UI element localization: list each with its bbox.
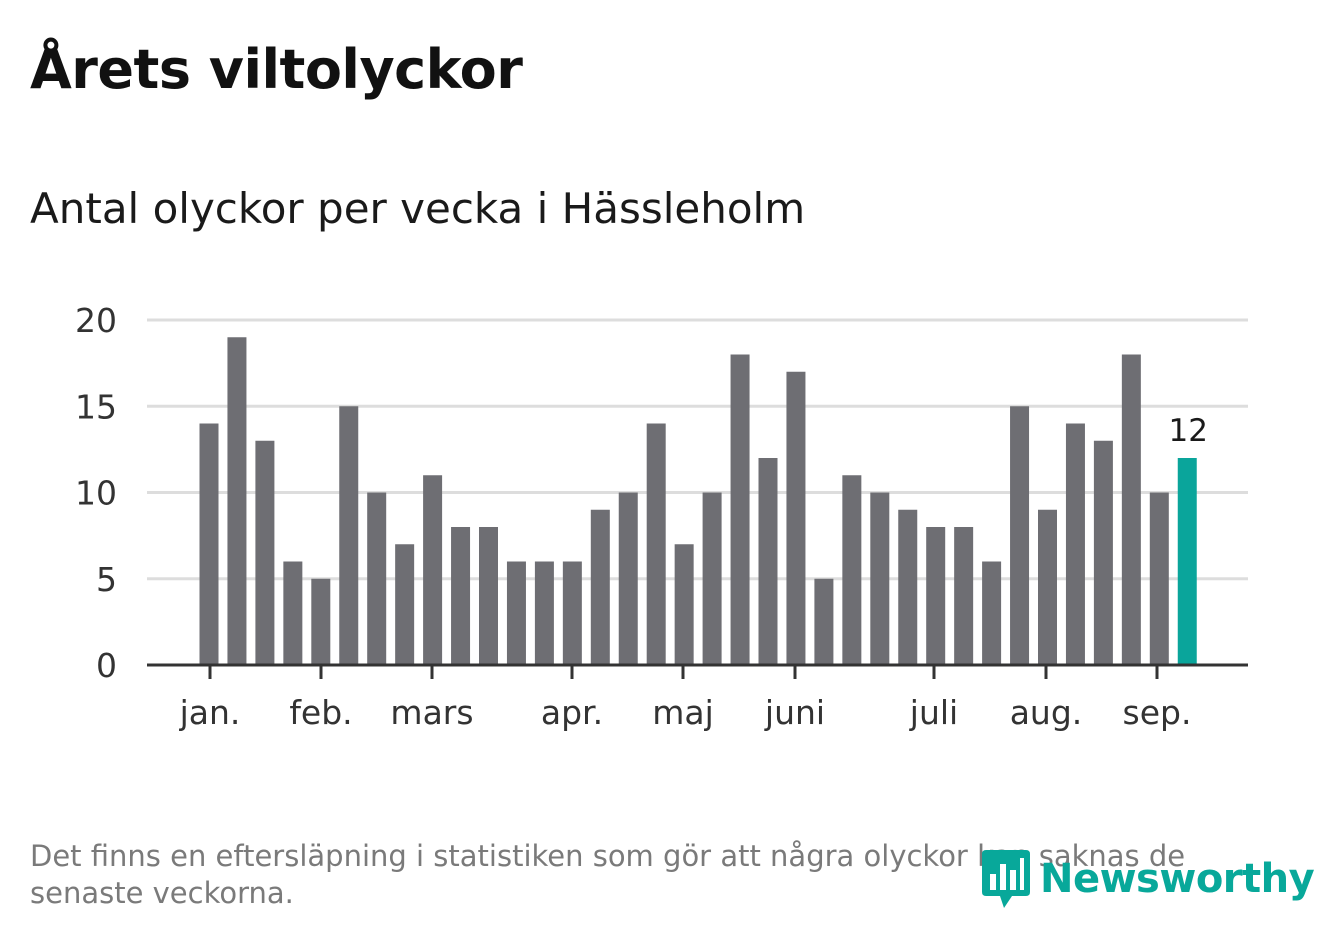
bar: [562, 561, 582, 665]
bar: [926, 527, 946, 665]
bar: [898, 509, 918, 665]
bar: [367, 492, 387, 665]
bar: [674, 544, 694, 665]
bar-chart: 0 5 10 15 20 12 jan. feb. mars apr. maj juni juli aug…: [75, 301, 1248, 732]
bar: [1093, 440, 1113, 665]
bar: [506, 561, 526, 665]
x-tick-label: juli: [909, 693, 958, 732]
bar: [1149, 492, 1169, 665]
x-tick-label: juni: [764, 693, 825, 732]
bar: [451, 527, 471, 665]
bar: [1038, 509, 1057, 665]
bar: [339, 406, 359, 665]
chart-subtitle: Antal olyckor per vecka i Hässleholm: [30, 184, 806, 233]
bar: [1010, 406, 1030, 665]
bar: [814, 578, 834, 665]
bar: [1121, 354, 1141, 665]
bar: [842, 475, 862, 665]
bar: [646, 423, 666, 665]
y-tick-label: 0: [96, 646, 117, 685]
brand-name: Newsworthy: [1040, 856, 1315, 902]
newsworthy-logo: Newsworthy: [980, 848, 1315, 910]
bar: [534, 561, 554, 665]
x-tick-label: apr.: [541, 693, 603, 732]
bar: [395, 544, 415, 665]
y-tick-label: 10: [75, 474, 117, 513]
bar: [954, 527, 974, 665]
bar: [786, 371, 806, 665]
bar: [618, 492, 638, 665]
x-tick-label: aug.: [1010, 693, 1083, 732]
bar: [479, 527, 498, 665]
x-tick-label: maj: [652, 693, 714, 732]
bar: [730, 354, 750, 665]
x-tick-label: jan.: [179, 693, 241, 732]
bar: [311, 578, 331, 665]
bar: [758, 458, 778, 665]
bar: [283, 561, 303, 665]
x-tick-label: mars: [390, 693, 473, 732]
bar-highlight: [1177, 458, 1197, 665]
bar: [982, 561, 1002, 665]
bar: [423, 475, 443, 665]
bar: [590, 509, 610, 665]
data-label: 12: [1169, 413, 1208, 449]
bar: [255, 440, 275, 665]
bar: [1065, 423, 1085, 665]
y-tick-label: 15: [75, 387, 117, 426]
chart-title: Årets viltolyckor: [30, 38, 523, 101]
newsworthy-logo-icon: [982, 850, 1030, 908]
y-tick-label: 5: [96, 560, 117, 599]
x-tick-label: feb.: [289, 693, 352, 732]
bar: [870, 492, 890, 665]
bar: [199, 423, 219, 665]
bar: [702, 492, 722, 665]
x-tick-label: sep.: [1123, 693, 1192, 732]
bar: [227, 337, 247, 665]
y-tick-label: 20: [75, 301, 117, 340]
